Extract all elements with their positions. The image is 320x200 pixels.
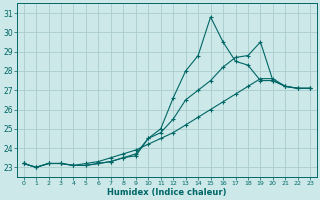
X-axis label: Humidex (Indice chaleur): Humidex (Indice chaleur) bbox=[107, 188, 227, 197]
